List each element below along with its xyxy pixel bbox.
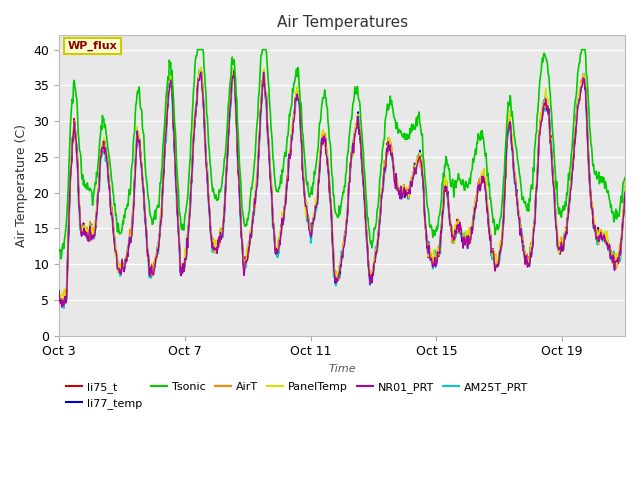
AM25T_PRT bbox=[621, 185, 629, 191]
li75_t bbox=[621, 189, 629, 194]
Line: NR01_PRT: NR01_PRT bbox=[59, 71, 625, 307]
li75_t bbox=[292, 94, 300, 99]
PanelTemp bbox=[514, 202, 522, 207]
AM25T_PRT bbox=[262, 91, 270, 97]
PanelTemp bbox=[76, 222, 84, 228]
AirT bbox=[55, 289, 63, 295]
li75_t bbox=[260, 68, 268, 73]
Tsonic bbox=[76, 149, 84, 155]
Text: WP_flux: WP_flux bbox=[68, 41, 117, 51]
Tsonic bbox=[621, 175, 629, 180]
NR01_PRT bbox=[377, 200, 385, 206]
AirT bbox=[60, 301, 68, 307]
li77_temp bbox=[514, 200, 522, 205]
NR01_PRT bbox=[230, 68, 238, 73]
NR01_PRT bbox=[189, 148, 196, 154]
AM25T_PRT bbox=[60, 305, 68, 311]
NR01_PRT bbox=[292, 97, 300, 103]
NR01_PRT bbox=[58, 304, 66, 310]
AM25T_PRT bbox=[76, 227, 84, 232]
AM25T_PRT bbox=[514, 201, 522, 207]
NR01_PRT bbox=[514, 202, 522, 207]
Tsonic bbox=[514, 156, 522, 162]
NR01_PRT bbox=[55, 289, 63, 295]
li75_t bbox=[189, 151, 196, 156]
li77_temp bbox=[621, 187, 629, 193]
AM25T_PRT bbox=[197, 65, 205, 71]
li77_temp bbox=[262, 96, 270, 102]
PanelTemp bbox=[377, 195, 385, 201]
X-axis label: Time: Time bbox=[328, 364, 356, 374]
PanelTemp bbox=[621, 180, 629, 186]
Line: li77_temp: li77_temp bbox=[59, 70, 625, 304]
NR01_PRT bbox=[621, 189, 629, 195]
li75_t bbox=[55, 289, 63, 295]
li75_t bbox=[60, 302, 68, 308]
AirT bbox=[76, 220, 84, 226]
Line: li75_t: li75_t bbox=[59, 71, 625, 305]
AirT bbox=[262, 90, 270, 96]
Tsonic bbox=[377, 162, 385, 168]
PanelTemp bbox=[55, 292, 63, 298]
Tsonic bbox=[189, 100, 196, 106]
Line: Tsonic: Tsonic bbox=[59, 49, 625, 259]
AirT bbox=[230, 67, 237, 72]
li77_temp bbox=[189, 145, 196, 151]
li77_temp bbox=[377, 198, 385, 204]
NR01_PRT bbox=[262, 95, 270, 100]
PanelTemp bbox=[189, 149, 196, 155]
AM25T_PRT bbox=[292, 92, 300, 98]
li77_temp bbox=[292, 98, 300, 104]
PanelTemp bbox=[292, 88, 300, 94]
li77_temp bbox=[230, 67, 237, 72]
AM25T_PRT bbox=[377, 195, 385, 201]
PanelTemp bbox=[262, 92, 270, 97]
Tsonic bbox=[57, 256, 65, 262]
PanelTemp bbox=[198, 65, 205, 71]
Line: AM25T_PRT: AM25T_PRT bbox=[59, 68, 625, 308]
Legend: li75_t, li77_temp, Tsonic, AirT, PanelTemp, NR01_PRT, AM25T_PRT: li75_t, li77_temp, Tsonic, AirT, PanelTe… bbox=[61, 377, 532, 413]
Tsonic bbox=[262, 48, 270, 54]
li77_temp bbox=[76, 222, 84, 228]
li77_temp bbox=[55, 288, 63, 293]
AirT bbox=[621, 184, 629, 190]
AirT bbox=[377, 199, 385, 205]
Title: Air Temperatures: Air Temperatures bbox=[276, 15, 408, 30]
AirT bbox=[514, 196, 522, 202]
AirT bbox=[292, 94, 300, 100]
PanelTemp bbox=[63, 299, 70, 305]
Tsonic bbox=[194, 47, 202, 52]
Line: PanelTemp: PanelTemp bbox=[59, 68, 625, 302]
li75_t bbox=[514, 202, 522, 208]
NR01_PRT bbox=[76, 220, 84, 226]
AM25T_PRT bbox=[55, 293, 63, 299]
AirT bbox=[189, 144, 196, 149]
li75_t bbox=[76, 222, 84, 228]
Tsonic bbox=[55, 247, 63, 252]
Line: AirT: AirT bbox=[59, 70, 625, 304]
li75_t bbox=[377, 198, 385, 204]
AM25T_PRT bbox=[189, 146, 196, 152]
li77_temp bbox=[57, 301, 65, 307]
Y-axis label: Air Temperature (C): Air Temperature (C) bbox=[15, 124, 28, 247]
li75_t bbox=[262, 95, 270, 100]
Tsonic bbox=[292, 66, 300, 72]
